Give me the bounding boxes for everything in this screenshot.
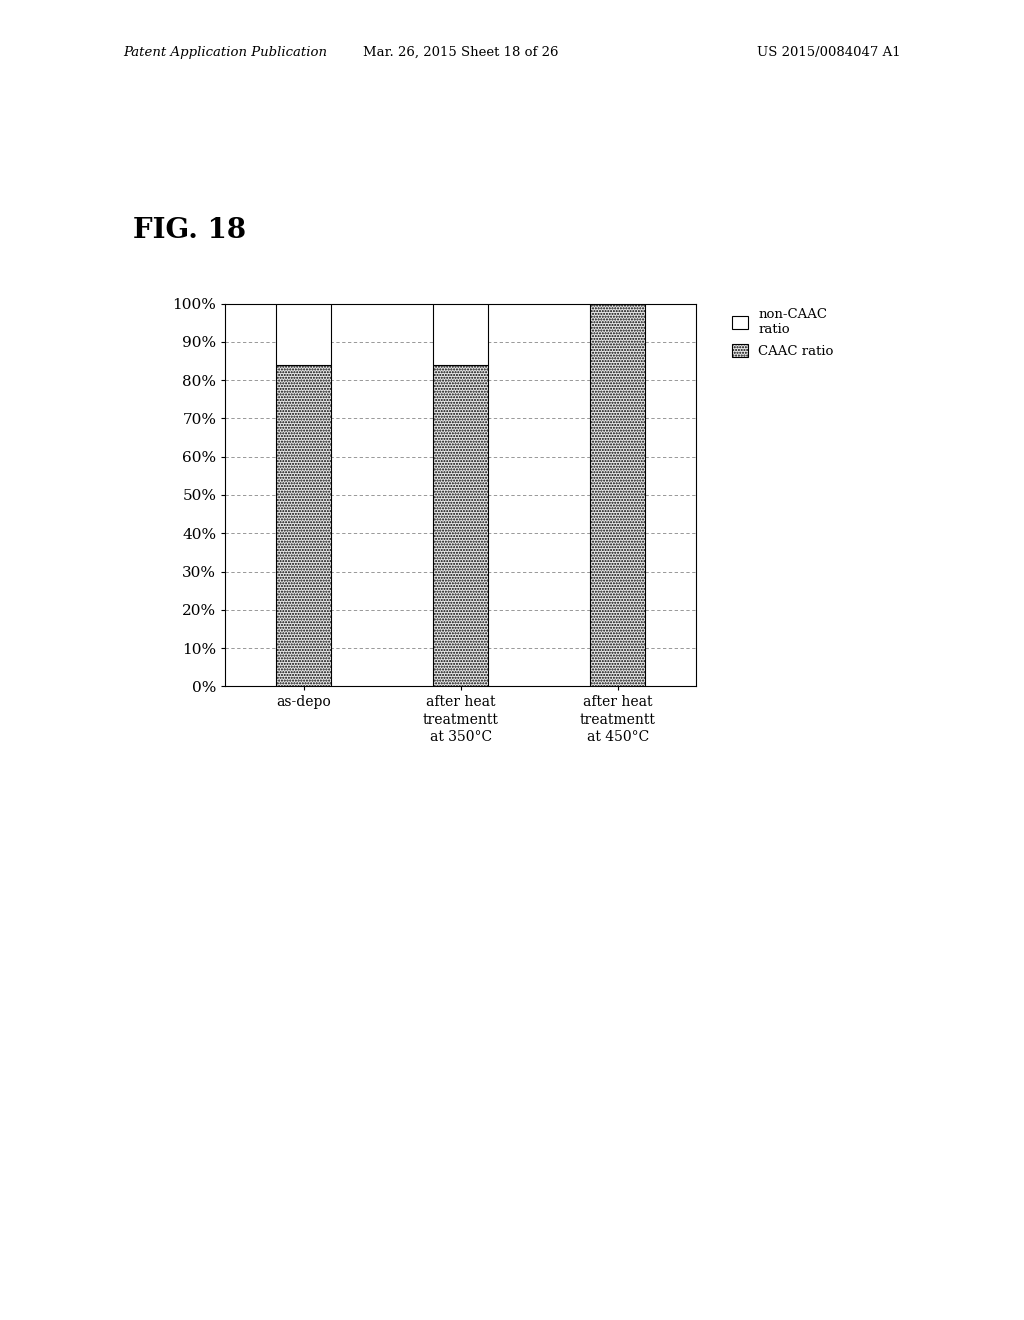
Text: Patent Application Publication: Patent Application Publication	[123, 46, 327, 59]
Legend: non-CAAC
ratio, CAAC ratio: non-CAAC ratio, CAAC ratio	[726, 302, 839, 363]
Bar	[276, 364, 332, 686]
Text: FIG. 18: FIG. 18	[133, 218, 246, 244]
Bar	[590, 304, 645, 686]
Text: US 2015/0084047 A1: US 2015/0084047 A1	[758, 46, 901, 59]
Text: Mar. 26, 2015 Sheet 18 of 26: Mar. 26, 2015 Sheet 18 of 26	[364, 46, 558, 59]
Bar	[276, 304, 332, 364]
Bar	[433, 364, 488, 686]
Bar	[433, 304, 488, 364]
